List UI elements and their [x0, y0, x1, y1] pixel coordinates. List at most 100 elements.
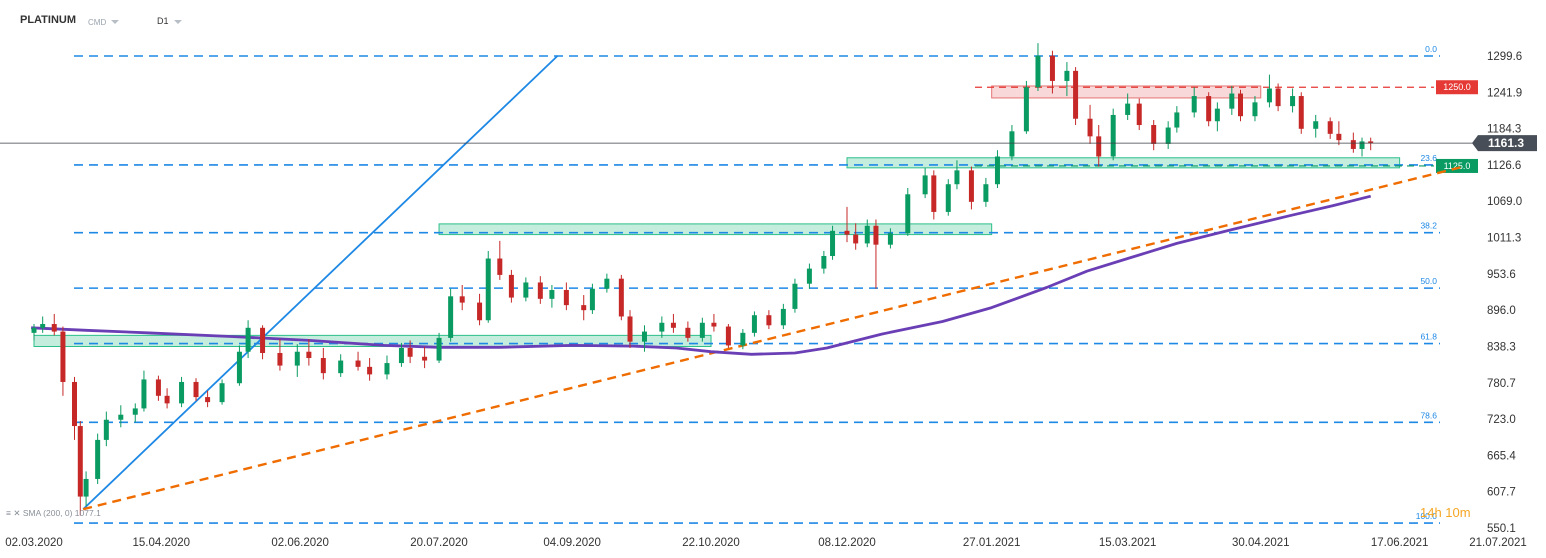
candle-body	[485, 258, 491, 321]
candle-55	[740, 329, 746, 350]
candle-41	[549, 284, 555, 308]
candle-body	[320, 358, 326, 374]
candle-36	[485, 250, 491, 323]
candle-body	[983, 184, 989, 202]
symbol-title[interactable]: PLATINUM	[20, 14, 76, 26]
candle-61	[821, 250, 827, 274]
layers-icon[interactable]: ≡	[6, 508, 11, 518]
candle-body	[193, 381, 199, 398]
y-tick-label: 1184.3	[1487, 124, 1521, 136]
candle-22	[294, 344, 300, 377]
candle-66	[873, 219, 879, 289]
sma-layer	[31, 194, 1372, 356]
candle-68	[905, 187, 911, 236]
candle-body	[398, 347, 404, 364]
candle-88	[1165, 121, 1171, 149]
indicator-legend[interactable]: ≡ ✕ SMA (200, 0) 1077.1	[6, 508, 101, 519]
candle-89	[1174, 106, 1180, 133]
candle-97	[1275, 83, 1281, 112]
candles-layer	[31, 43, 1374, 516]
candle-8	[103, 411, 109, 447]
candle-body	[60, 331, 66, 382]
candle-14	[179, 376, 185, 408]
candle-body	[448, 296, 454, 338]
candle-77	[1023, 80, 1029, 134]
candle-30	[407, 340, 413, 364]
candle-9	[118, 405, 124, 428]
candle-75	[994, 150, 1000, 188]
candle-body	[1252, 102, 1258, 117]
candle-body	[699, 322, 705, 338]
candle-104	[1359, 137, 1365, 157]
candle-body	[1151, 125, 1157, 144]
trendline-blue	[82, 55, 559, 510]
candle-body	[711, 322, 717, 327]
candle-83	[1096, 125, 1102, 167]
candle-18	[236, 345, 242, 386]
candle-body	[766, 315, 772, 326]
candle-body	[549, 290, 555, 299]
candle-body	[384, 363, 390, 375]
close-icon[interactable]: ✕	[13, 508, 21, 518]
candle-96	[1266, 74, 1272, 108]
level-tag-1250.0	[1436, 80, 1478, 95]
candle-body	[740, 332, 746, 346]
candle-body	[1023, 87, 1029, 132]
candle-body	[844, 230, 850, 235]
candle-102	[1336, 121, 1342, 146]
trendlines-layer[interactable]	[82, 55, 1467, 511]
candle-body	[51, 324, 57, 332]
candle-body	[205, 397, 211, 403]
fib-label-38.2: 38.2	[1420, 221, 1437, 231]
candle-0	[31, 324, 37, 341]
chevron-down-icon	[111, 20, 120, 25]
candle-body	[245, 327, 251, 352]
candle-timer: 14h 10m	[1420, 505, 1471, 520]
candle-body	[1073, 70, 1079, 119]
candle-92	[1214, 102, 1220, 132]
fib-label-0.0: 0.0	[1425, 44, 1437, 54]
candle-58	[780, 303, 786, 330]
candle-body	[155, 379, 161, 396]
x-tick-label: 02.03.2020	[5, 537, 63, 549]
candle-body	[219, 383, 225, 403]
candle-70	[931, 170, 937, 220]
candle-12	[155, 375, 161, 401]
candle-44	[589, 283, 595, 314]
candle-42	[563, 282, 569, 311]
fib-label-23.6: 23.6	[1420, 153, 1437, 163]
candle-body	[792, 283, 798, 309]
candle-90	[1191, 87, 1197, 118]
candle-body	[864, 225, 870, 244]
sma-line	[31, 194, 1372, 356]
candle-body	[407, 347, 413, 357]
candle-69	[922, 167, 928, 199]
candle-body	[725, 326, 731, 346]
candle-29	[398, 342, 404, 367]
trendline-orange	[82, 164, 1467, 511]
x-axis[interactable]: 02.03.2020 15.04.2020 02.06.2020 20.07.2020…	[5, 537, 1527, 549]
candle-body	[604, 278, 610, 289]
zone-1	[438, 223, 993, 236]
candle-78	[1035, 43, 1041, 92]
y-axis[interactable]: 1299.6 1241.9 1184.3 1126.6 1069.0 1011.3 953.…	[1487, 51, 1522, 535]
candle-26	[355, 351, 361, 371]
candle-3	[60, 326, 66, 396]
candle-99	[1298, 92, 1304, 134]
x-tick-label: 27.01.2021	[963, 537, 1021, 549]
candle-85	[1125, 93, 1131, 120]
candle-5	[77, 421, 83, 516]
candle-82	[1087, 104, 1093, 144]
y-tick-label: 1069.0	[1487, 196, 1522, 208]
candle-body	[1275, 88, 1281, 107]
candle-27	[367, 358, 373, 381]
fib-label-100.0: 100.0	[1416, 511, 1438, 521]
candle-2	[51, 313, 57, 336]
interval-dropdown[interactable]: D1	[157, 16, 182, 26]
candle-35	[477, 293, 483, 326]
candle-body	[1165, 127, 1171, 144]
candle-body	[1064, 70, 1070, 81]
candle-62	[830, 225, 836, 260]
symbol-type-dropdown[interactable]: CMD	[88, 16, 120, 28]
